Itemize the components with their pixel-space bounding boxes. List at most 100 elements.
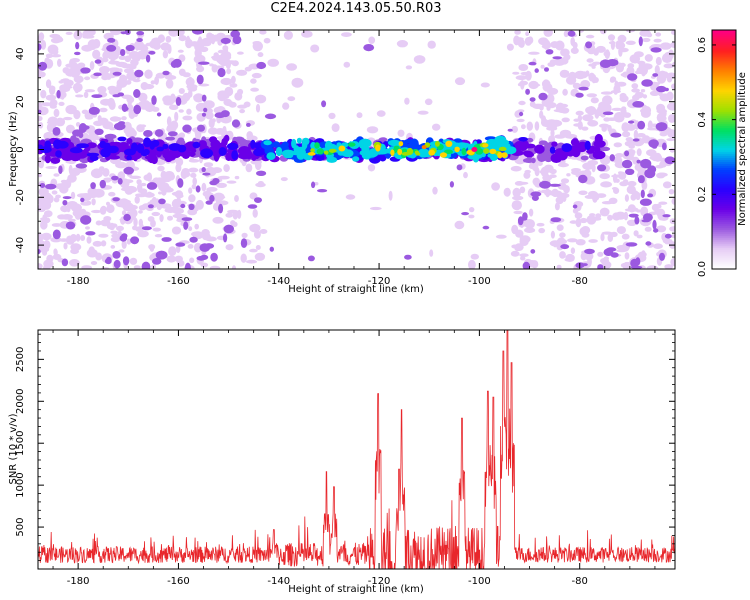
heatmap-cell [625,137,633,142]
heatmap-cell [644,226,652,232]
heatmap-cell [524,227,536,233]
heatmap-cell [129,175,142,179]
heatmap-cell [565,76,577,85]
heatmap-cell [58,101,65,106]
heatmap-cell [108,155,120,160]
heatmap-cell [561,143,573,153]
heatmap-cell [177,178,184,188]
heatmap-cell [602,111,614,116]
heatmap-cell [172,207,185,215]
heatmap-cell [646,32,653,38]
spectrogram-x-axis-label: Height of straight line (km) [288,284,424,295]
heatmap-cell [80,197,85,203]
heatmap-cell [63,242,68,250]
heatmap-cell [99,107,108,113]
heatmap-cell [229,83,238,88]
heatmap-cell [175,96,182,106]
heatmap-cell [126,71,137,81]
heatmap-cell [211,64,218,73]
colorbar-step [712,129,736,133]
colorbar-step [712,197,736,200]
colorbar-step [712,261,736,264]
heatmap-cell [56,89,61,99]
colorbar-step [712,211,736,214]
heatmap-cell [358,138,372,148]
heatmap-cell [461,212,469,216]
colorbar-step [712,57,736,61]
heatmap-cell [556,224,564,231]
heatmap-cell [266,152,276,161]
heatmap-cell [499,139,510,145]
colorbar-step [712,229,736,232]
heatmap-cell [75,94,84,98]
heatmap-cell [544,101,557,109]
colorbar-step [712,147,736,151]
heatmap-cell [511,244,518,249]
heatmap-cell [110,245,116,249]
heatmap-cell [152,258,162,265]
heatmap-cell [188,194,196,203]
heatmap-cell [231,265,237,269]
heatmap-cell [137,230,149,238]
heatmap-cell [637,175,645,184]
heatmap-cell [128,51,140,60]
heatmap-cell [69,147,83,154]
colorbar-step [712,91,736,95]
heatmap-cell [525,88,530,95]
heatmap-cell [522,261,530,269]
snr-plot-area [38,330,675,569]
y-tick-label: 2500 [15,347,26,372]
colorbar-step [712,93,736,97]
heatmap-cell [65,124,75,134]
heatmap-cell [621,122,630,132]
heatmap-cell [138,210,143,214]
heatmap-cell [521,124,526,130]
heatmap-cell [553,58,566,66]
heatmap-cell [664,264,674,269]
colorbar-step [712,51,736,55]
heatmap-cell [53,173,60,177]
snr-series-line [38,330,675,569]
heatmap-cell [516,118,525,123]
heatmap-cell [225,152,233,161]
heatmap-cell [112,197,120,202]
colorbar-step [712,81,736,85]
heatmap-cell [636,148,642,157]
heatmap-cell [549,183,561,187]
heatmap-cell [541,79,551,89]
heatmap-cell [600,91,613,95]
colorbar-step [712,199,736,202]
heatmap-cell [136,143,145,154]
colorbar-step [712,157,736,161]
heatmap-cell [655,56,662,66]
heatmap-cell [232,210,238,220]
heatmap-cell [615,178,620,183]
heatmap-cell [624,140,635,147]
heatmap-cell [82,30,93,39]
colorbar-step [712,89,736,93]
heatmap-cell [562,88,568,96]
heatmap-cell [45,53,54,59]
heatmap-cell [603,256,609,261]
heatmap-cell [133,89,141,98]
colorbar-step [712,35,736,39]
heatmap-cell [184,262,191,269]
heatmap-cell [62,67,70,74]
colorbar-step [712,185,736,188]
heatmap-cell [46,121,56,125]
heatmap-cell [588,239,598,243]
heatmap-cell [592,150,606,160]
heatmap-cell [539,110,544,119]
colorbar-label: Normalized spectral amplitude [737,72,748,226]
heatmap-cell [209,180,218,186]
colorbar-step [712,103,736,107]
heatmap-cell [199,243,211,252]
heatmap-cell [599,207,610,217]
heatmap-cell [116,142,129,148]
heatmap-cell [165,136,176,141]
snr-y-axis-label: SNR (10 * v/v) [8,413,19,484]
heatmap-cell [487,153,497,158]
heatmap-cell [185,39,193,44]
heatmap-cell [650,47,662,53]
